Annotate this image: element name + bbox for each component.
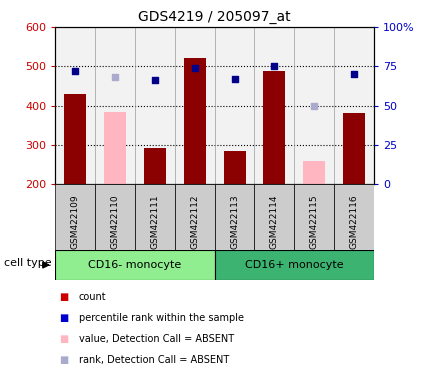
Text: ■: ■ [60, 355, 69, 365]
Bar [55, 184, 95, 250]
Text: value, Detection Call = ABSENT: value, Detection Call = ABSENT [79, 334, 234, 344]
Point [151, 77, 158, 83]
Bar [255, 27, 294, 184]
Bar [334, 184, 374, 250]
Text: percentile rank within the sample: percentile rank within the sample [79, 313, 244, 323]
Point [191, 65, 198, 71]
Point [72, 68, 79, 74]
Text: ■: ■ [60, 334, 69, 344]
Bar [135, 184, 175, 250]
Bar [215, 184, 255, 250]
Bar [294, 27, 334, 184]
Bar [264, 71, 285, 184]
Point [271, 63, 278, 70]
Text: count: count [79, 292, 106, 302]
Text: rank, Detection Call = ABSENT: rank, Detection Call = ABSENT [79, 355, 229, 365]
Text: GSM422115: GSM422115 [310, 194, 319, 249]
Bar [224, 151, 246, 184]
Text: GSM422116: GSM422116 [350, 194, 359, 249]
Text: ■: ■ [60, 292, 69, 302]
Text: GSM422111: GSM422111 [150, 194, 159, 249]
Bar [95, 184, 135, 250]
Bar [175, 27, 215, 184]
Bar [135, 27, 175, 184]
Bar [55, 250, 215, 280]
Bar [303, 161, 325, 184]
Text: cell type: cell type [4, 258, 52, 268]
Bar [343, 114, 365, 184]
Bar [104, 112, 126, 184]
Text: GSM422114: GSM422114 [270, 194, 279, 248]
Point [351, 71, 357, 77]
Title: GDS4219 / 205097_at: GDS4219 / 205097_at [138, 10, 291, 25]
Bar [334, 27, 374, 184]
Point [112, 74, 119, 80]
Bar [215, 27, 255, 184]
Bar [144, 148, 166, 184]
Text: ■: ■ [60, 313, 69, 323]
Bar [215, 250, 374, 280]
Point [311, 103, 317, 109]
Text: GSM422109: GSM422109 [71, 194, 79, 249]
Bar [95, 27, 135, 184]
Text: CD16+ monocyte: CD16+ monocyte [245, 260, 344, 270]
Bar [184, 58, 206, 184]
Text: GSM422110: GSM422110 [110, 194, 119, 249]
Text: GSM422113: GSM422113 [230, 194, 239, 249]
Text: CD16- monocyte: CD16- monocyte [88, 260, 181, 270]
Bar [55, 27, 95, 184]
Point [231, 76, 238, 82]
Bar [64, 94, 86, 184]
Bar [255, 184, 294, 250]
Bar [175, 184, 215, 250]
Text: GSM422112: GSM422112 [190, 194, 199, 248]
Bar [294, 184, 334, 250]
